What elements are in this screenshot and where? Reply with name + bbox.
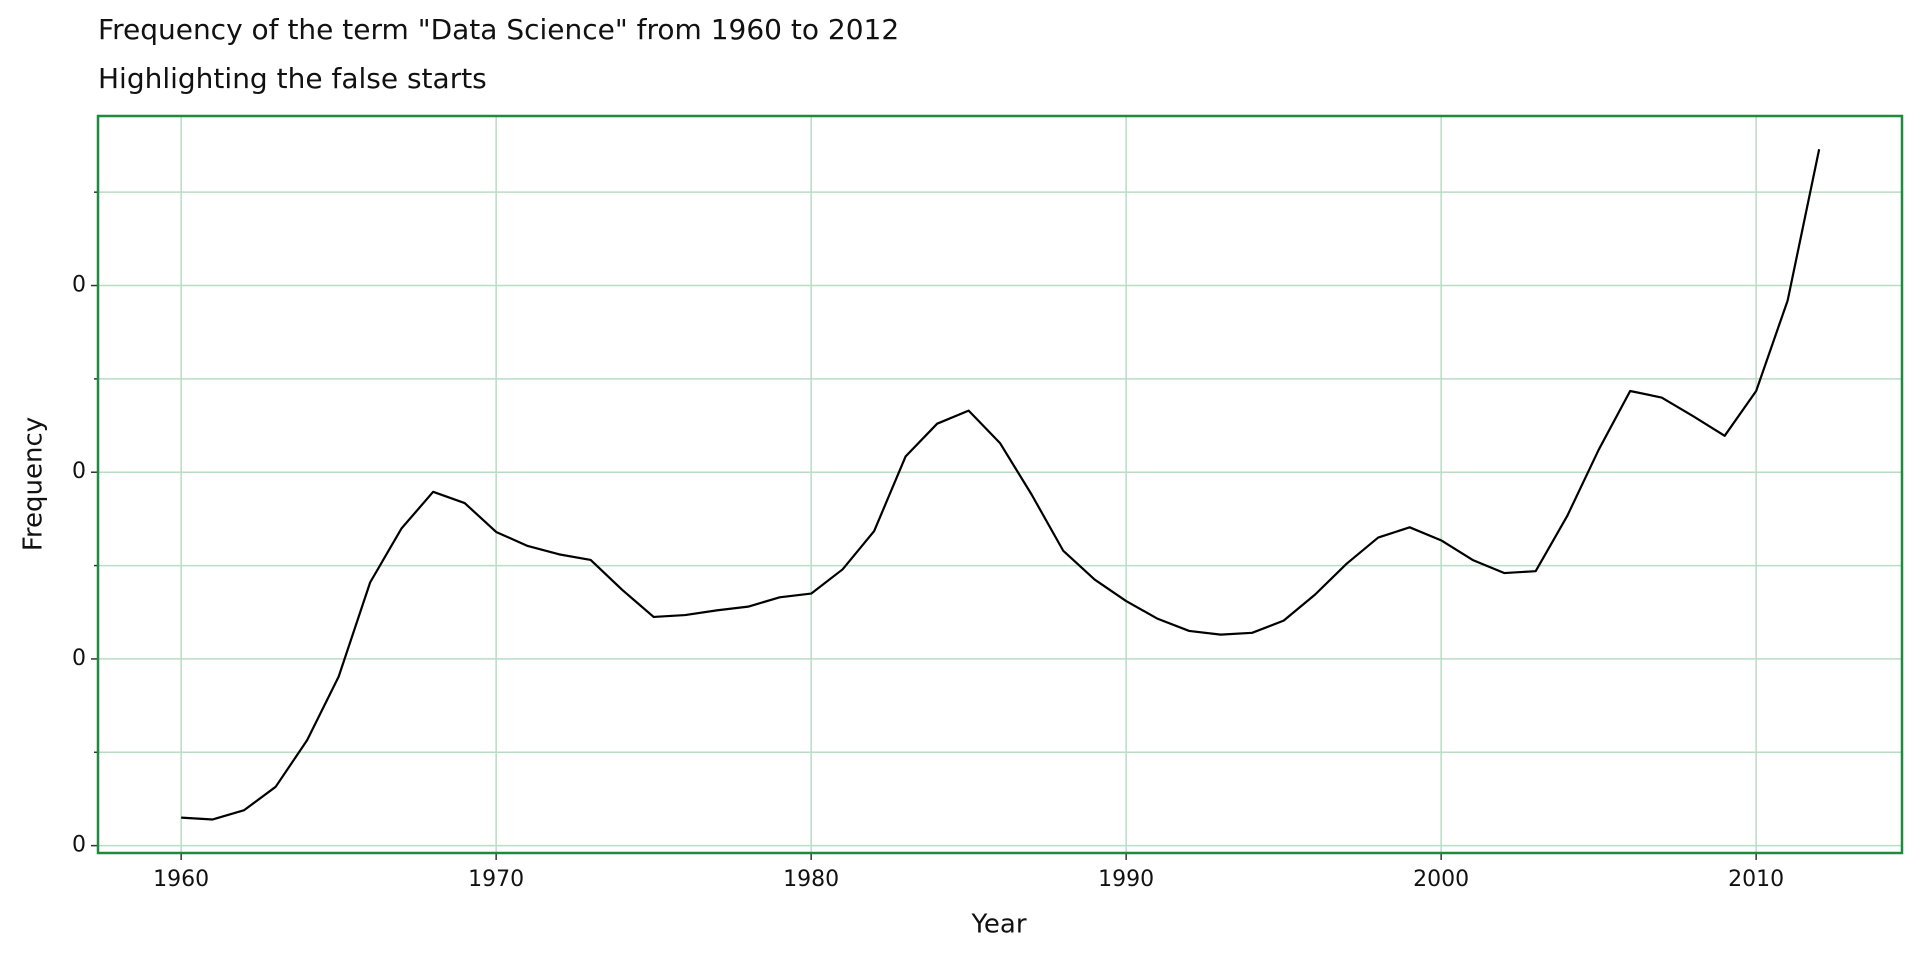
y-tick-label: 0 bbox=[72, 646, 86, 671]
data-line bbox=[181, 149, 1821, 821]
y-axis-label: Frequency bbox=[19, 417, 49, 551]
plot-frame bbox=[96, 114, 1904, 855]
chart-title: Frequency of the term "Data Science" fro… bbox=[98, 13, 899, 46]
x-tick-label: 2010 bbox=[1728, 867, 1784, 892]
y-tick-label: 0 bbox=[72, 273, 86, 298]
chart-subtitle: Highlighting the false starts bbox=[98, 62, 487, 95]
y-tick-label: 0 bbox=[72, 459, 86, 484]
x-tick-label: 2000 bbox=[1413, 867, 1469, 892]
x-axis-label: Year bbox=[970, 910, 1026, 940]
x-tick-label: 1980 bbox=[783, 867, 839, 892]
x-tick-label: 1960 bbox=[153, 867, 209, 892]
x-tick-label: 1970 bbox=[468, 867, 524, 892]
y-tick-label: 0 bbox=[72, 833, 86, 858]
x-tick-label: 1990 bbox=[1098, 867, 1154, 892]
